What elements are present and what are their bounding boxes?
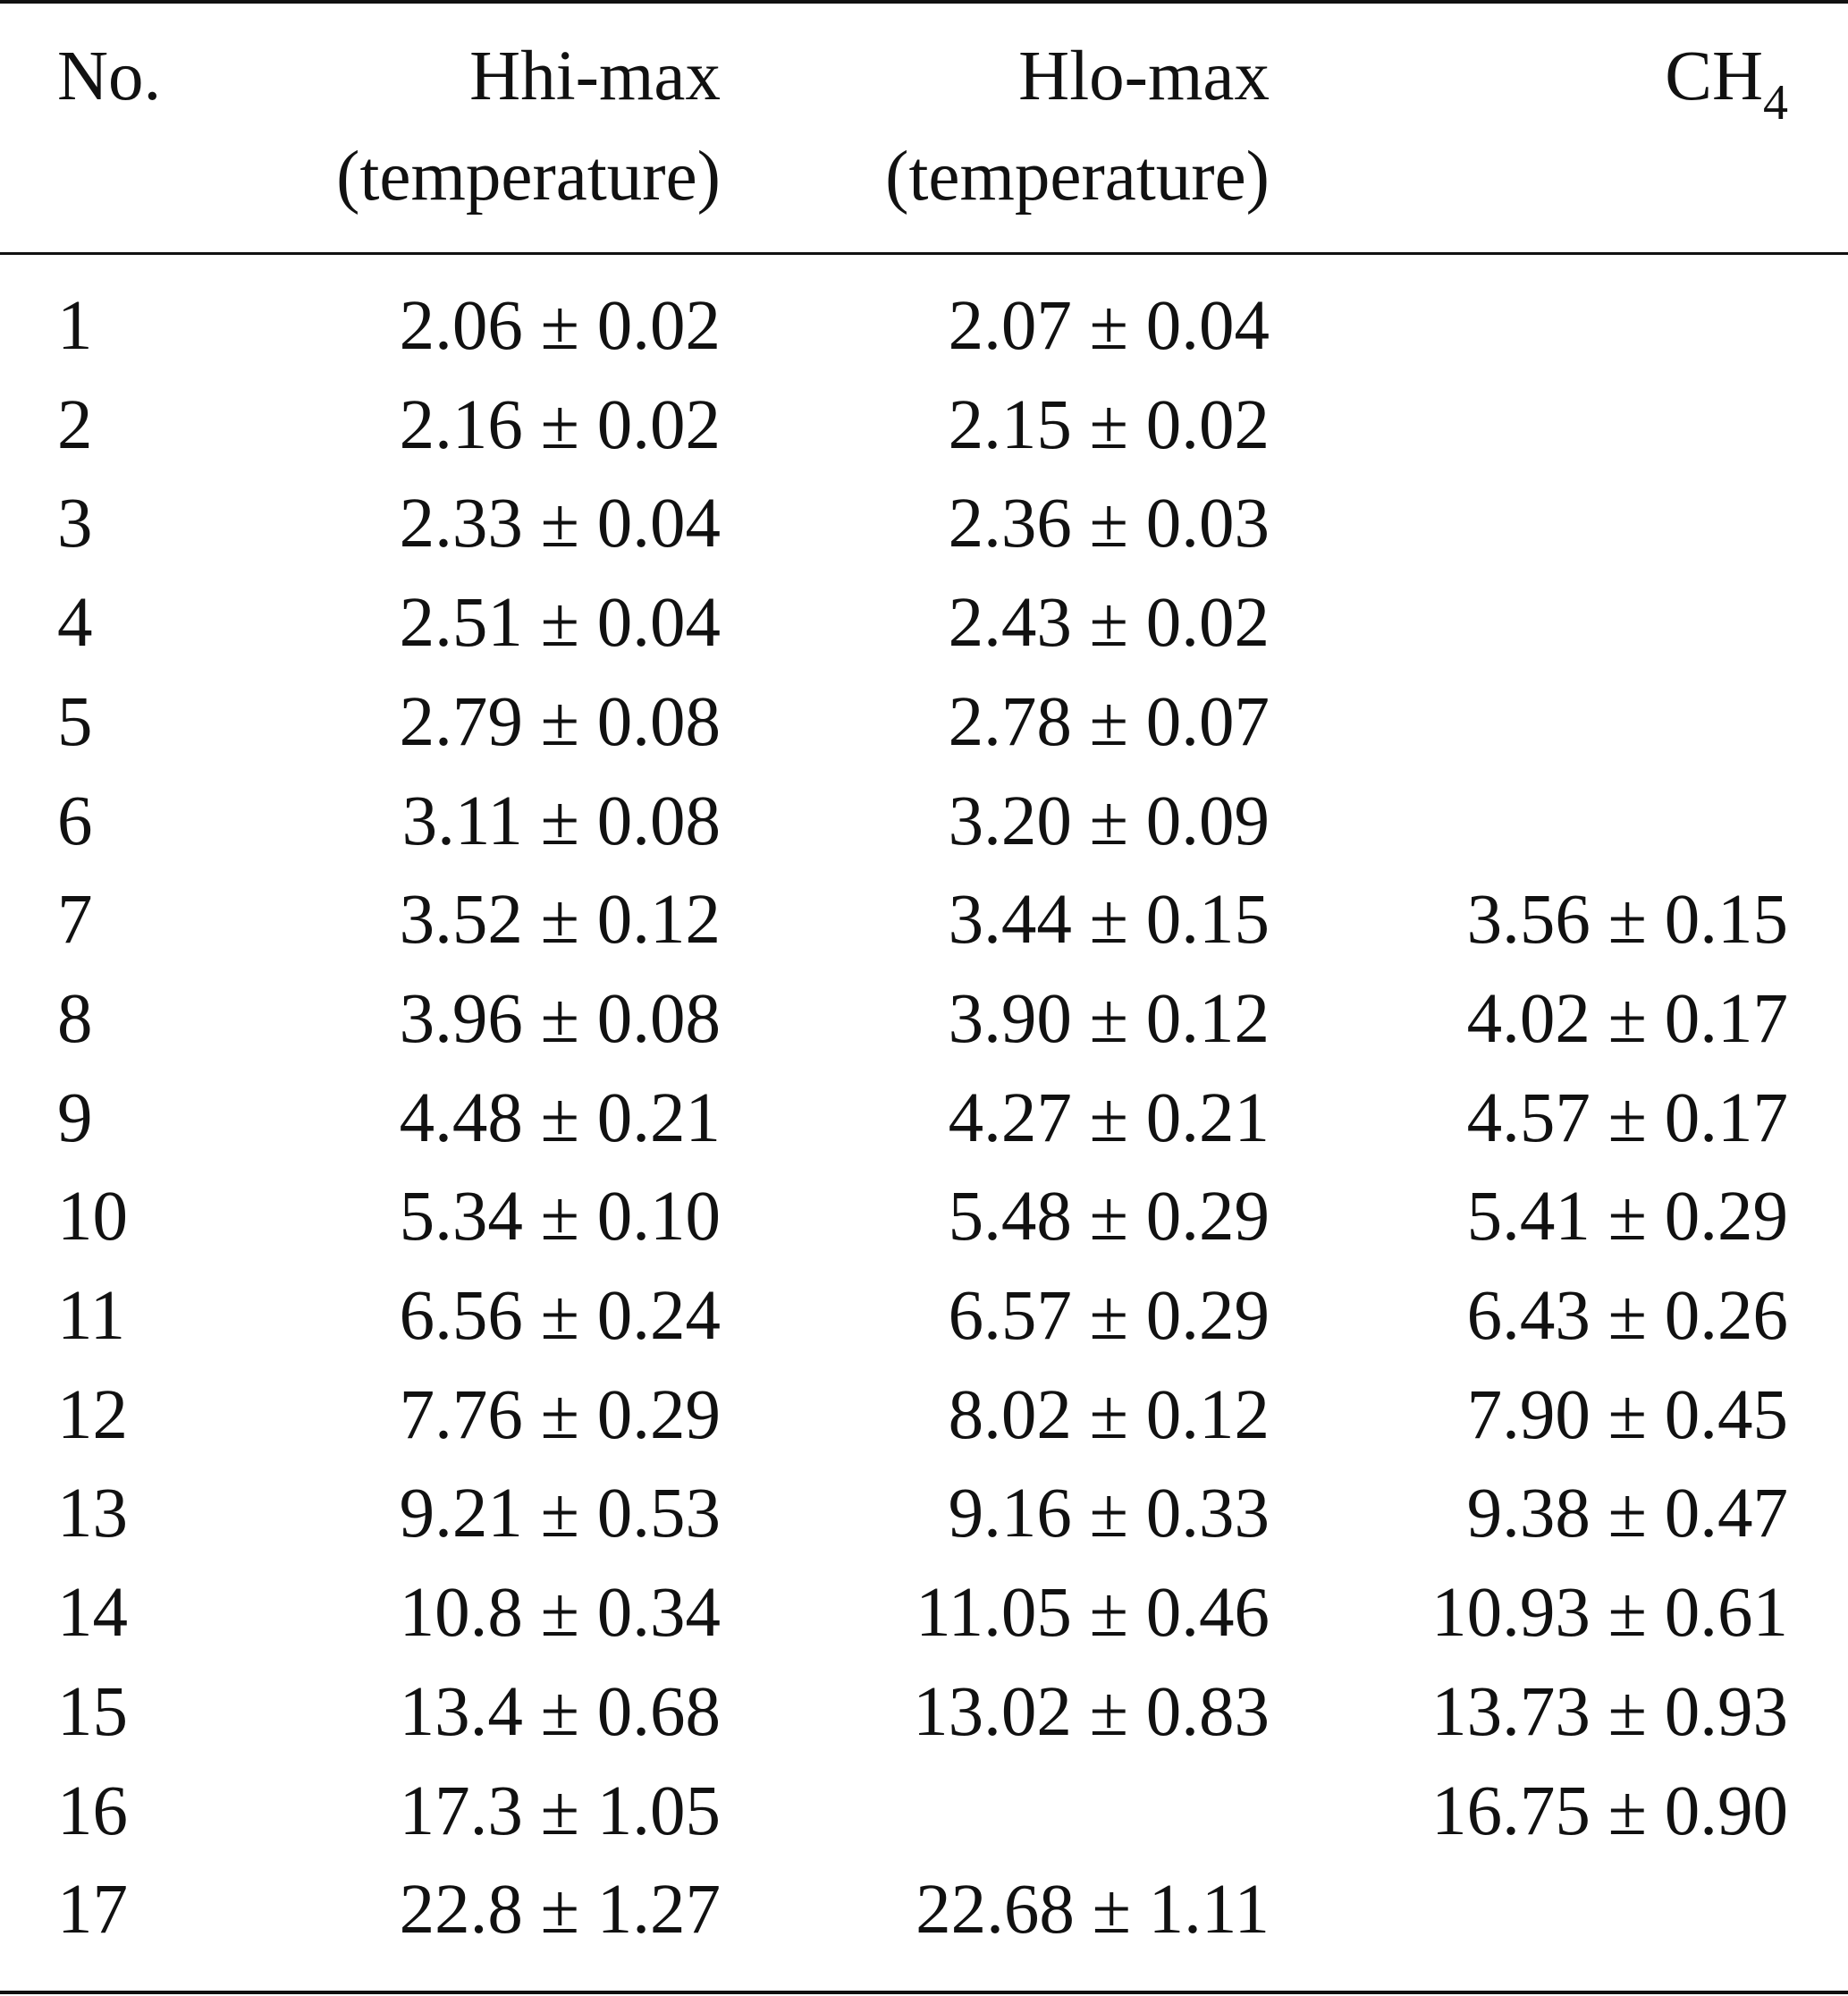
row-ch4-value: 4.57 ± 0.17 bbox=[1466, 1079, 1788, 1157]
row-number: 2 bbox=[57, 386, 93, 464]
row-number: 14 bbox=[57, 1574, 128, 1652]
row-ch4-value: 4.02 ± 0.17 bbox=[1466, 980, 1788, 1058]
row-number: 16 bbox=[57, 1772, 128, 1850]
header-ch4-subscript: 4 bbox=[1763, 75, 1788, 131]
row-number: 10 bbox=[57, 1178, 128, 1256]
row-ch4-value: 13.73 ± 0.93 bbox=[1431, 1673, 1788, 1751]
row-number: 3 bbox=[57, 485, 93, 562]
row-ch4-value: 3.56 ± 0.15 bbox=[1466, 881, 1788, 959]
row-number: 11 bbox=[57, 1277, 126, 1355]
row-number: 8 bbox=[57, 980, 93, 1058]
row-number: 13 bbox=[57, 1475, 128, 1552]
header-hlo-max: Hlo-max bbox=[1018, 38, 1270, 115]
row-hlo-max-value: 3.20 ± 0.09 bbox=[948, 782, 1270, 860]
row-hlo-max-value: 2.07 ± 0.04 bbox=[948, 287, 1270, 365]
table-top-rule bbox=[0, 0, 1848, 4]
row-hlo-max-value: 2.36 ± 0.03 bbox=[948, 485, 1270, 562]
header-hhi-max: Hhi-max bbox=[469, 38, 721, 115]
row-number: 15 bbox=[57, 1673, 128, 1751]
row-hhi-max-value: 3.11 ± 0.08 bbox=[401, 782, 721, 860]
row-number: 5 bbox=[57, 683, 93, 761]
row-number: 6 bbox=[57, 782, 93, 860]
row-hhi-max-value: 6.56 ± 0.24 bbox=[399, 1277, 721, 1355]
row-hlo-max-value: 3.44 ± 0.15 bbox=[948, 881, 1270, 959]
row-hlo-max-value: 3.90 ± 0.12 bbox=[948, 980, 1270, 1058]
row-hlo-max-value: 13.02 ± 0.83 bbox=[913, 1673, 1270, 1751]
row-number: 1 bbox=[57, 287, 93, 365]
row-number: 7 bbox=[57, 881, 93, 959]
row-hhi-max-value: 7.76 ± 0.29 bbox=[399, 1376, 721, 1454]
row-hlo-max-value: 11.05 ± 0.46 bbox=[916, 1574, 1270, 1652]
row-hhi-max-value: 2.79 ± 0.08 bbox=[399, 683, 721, 761]
row-hhi-max-value: 4.48 ± 0.21 bbox=[399, 1079, 721, 1157]
row-hlo-max-value: 4.27 ± 0.21 bbox=[948, 1079, 1270, 1157]
row-hlo-max-value: 22.68 ± 1.11 bbox=[916, 1871, 1270, 1949]
row-hlo-max-value: 2.78 ± 0.07 bbox=[948, 683, 1270, 761]
row-ch4-value: 6.43 ± 0.26 bbox=[1466, 1277, 1788, 1355]
row-hhi-max-value: 3.52 ± 0.12 bbox=[399, 881, 721, 959]
row-hhi-max-value: 2.16 ± 0.02 bbox=[399, 386, 721, 464]
row-number: 17 bbox=[57, 1871, 128, 1949]
row-ch4-value: 5.41 ± 0.29 bbox=[1466, 1178, 1788, 1256]
row-number: 12 bbox=[57, 1376, 128, 1454]
row-hlo-max-value: 6.57 ± 0.29 bbox=[948, 1277, 1270, 1355]
row-hhi-max-value: 2.51 ± 0.04 bbox=[399, 584, 721, 662]
row-hlo-max-value: 8.02 ± 0.12 bbox=[948, 1376, 1270, 1454]
header-no: No. bbox=[57, 38, 162, 115]
row-hlo-max-value: 2.43 ± 0.02 bbox=[948, 584, 1270, 662]
row-hhi-max-value: 2.33 ± 0.04 bbox=[399, 485, 721, 562]
row-number: 4 bbox=[57, 584, 93, 662]
row-hhi-max-value: 3.96 ± 0.08 bbox=[399, 980, 721, 1058]
header-ch4-base: CH bbox=[1665, 38, 1763, 115]
row-number: 9 bbox=[57, 1079, 93, 1157]
row-hlo-max-value: 5.48 ± 0.29 bbox=[948, 1178, 1270, 1256]
header-rule bbox=[0, 252, 1848, 255]
row-hhi-max-value: 13.4 ± 0.68 bbox=[399, 1673, 721, 1751]
row-hhi-max-value: 22.8 ± 1.27 bbox=[399, 1871, 721, 1949]
row-hhi-max-value: 9.21 ± 0.53 bbox=[399, 1475, 721, 1552]
header-ch4: CH4 bbox=[1665, 38, 1788, 128]
row-hlo-max-value: 9.16 ± 0.33 bbox=[948, 1475, 1270, 1552]
header-hhi-max-sub: (temperature) bbox=[336, 138, 721, 216]
row-ch4-value: 9.38 ± 0.47 bbox=[1466, 1475, 1788, 1552]
row-hhi-max-value: 5.34 ± 0.10 bbox=[399, 1178, 721, 1256]
row-ch4-value: 16.75 ± 0.90 bbox=[1431, 1772, 1788, 1850]
header-hlo-max-sub: (temperature) bbox=[885, 138, 1270, 216]
row-hhi-max-value: 17.3 ± 1.05 bbox=[399, 1772, 721, 1850]
row-ch4-value: 7.90 ± 0.45 bbox=[1466, 1376, 1788, 1454]
row-hlo-max-value: 2.15 ± 0.02 bbox=[948, 386, 1270, 464]
row-ch4-value: 10.93 ± 0.61 bbox=[1431, 1574, 1788, 1652]
row-hhi-max-value: 2.06 ± 0.02 bbox=[399, 287, 721, 365]
row-hhi-max-value: 10.8 ± 0.34 bbox=[399, 1574, 721, 1652]
table-bottom-rule bbox=[0, 1991, 1848, 1994]
